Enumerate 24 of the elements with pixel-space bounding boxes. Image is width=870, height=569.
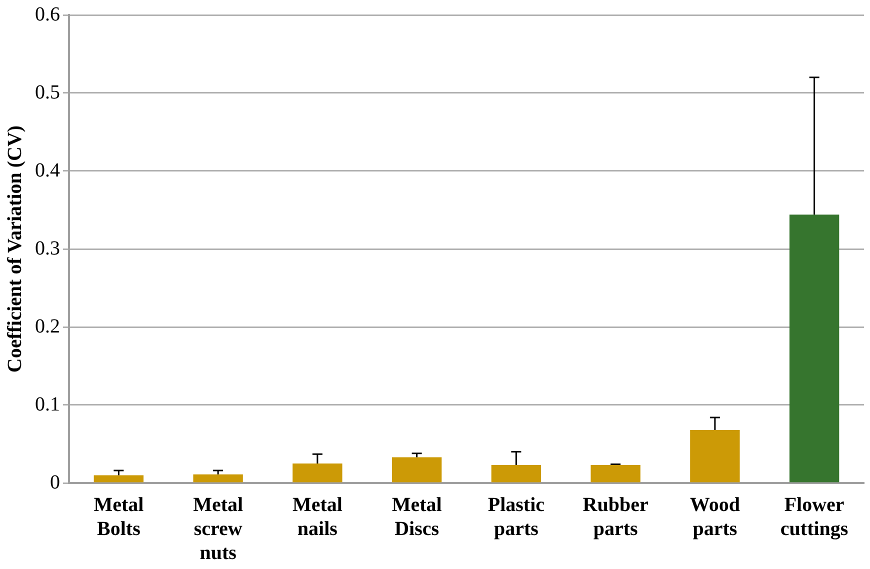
x-tick-label: Rubber parts [582,494,648,540]
bar [292,464,342,482]
y-axis-title: Coefficient of Variation (CV) [4,125,26,373]
bar [789,214,840,482]
x-tick-label: Plastic parts [488,494,545,540]
x-tick-label: Wood parts [690,494,740,540]
y-tick-label: 0.4 [35,159,60,182]
y-tick-label: 0.5 [35,81,60,104]
x-tick-label: Flower cuttings [780,494,848,540]
x-tick-label: Metal Discs [392,494,442,540]
y-tick-label: 0.1 [35,393,60,416]
x-tick-label: Metal screw nuts [193,494,244,564]
y-tick-label: 0 [50,471,60,494]
bar [690,430,740,482]
y-tick-label: 0.3 [35,237,60,260]
y-tick-label: 0.6 [35,3,60,26]
x-tick-label: Metal Bolts [94,494,144,540]
x-tick-label: Metal nails [292,494,343,540]
bar [491,465,542,482]
bar [590,465,640,482]
bar [193,474,243,482]
bar [94,475,144,482]
y-tick-label: 0.2 [35,315,60,338]
bar [392,457,442,482]
